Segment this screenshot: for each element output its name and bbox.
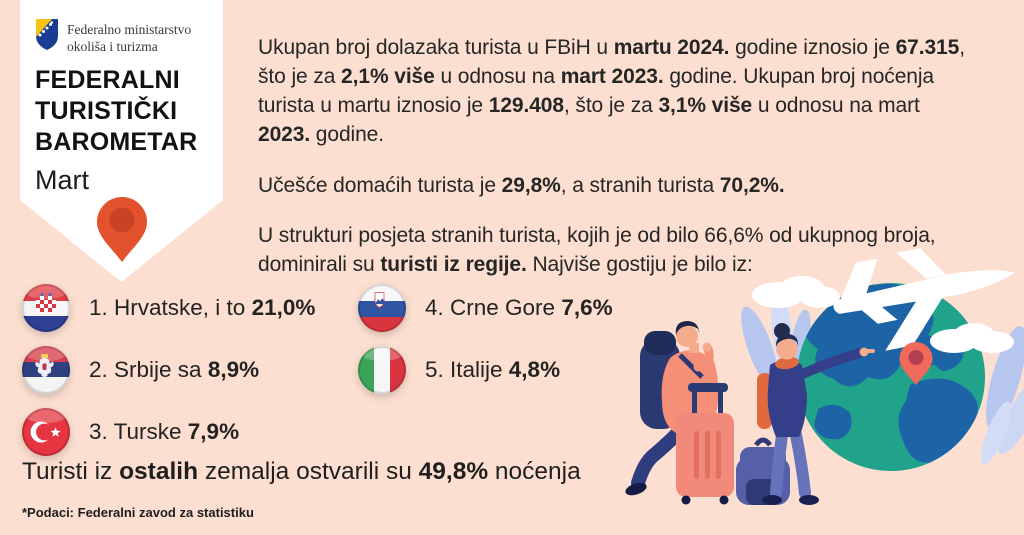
ministry-name-line1: Federalno ministarstvo — [67, 22, 192, 37]
suitcase-icon — [676, 383, 734, 505]
croatia-flag-icon — [22, 284, 70, 332]
intro-paragraph-arrivals: Ukupan broj dolazaka turista u FBiH u ma… — [258, 36, 965, 146]
paragraph-share-domestic-foreign: Učešće domaćih turista je 29,8%, a stran… — [258, 174, 785, 197]
ranking-label: 1. Hrvatske, i to 21,0% — [89, 295, 316, 320]
male-traveler — [625, 321, 719, 496]
ministry-name: Federalno ministarstvo okoliša i turizma — [67, 18, 191, 55]
crne-gore-flag-icon — [358, 284, 406, 332]
serbia-flag-icon — [22, 346, 70, 394]
ranking-label: 2. Srbije sa 8,9% — [89, 357, 260, 382]
ministry-name-line2: okoliša i turizma — [67, 38, 158, 54]
map-pin-icon — [96, 196, 147, 262]
month-label: Mart — [35, 165, 89, 195]
title-ribbon: Federalno ministarstvo okoliša i turizma… — [20, 0, 223, 282]
others-nights-line: Turisti iz ostalih zemalja ostvarili su … — [22, 458, 581, 485]
travelers-globe-illustration — [625, 248, 1024, 505]
globe-icon — [797, 283, 985, 471]
cloud-left-icon — [752, 276, 840, 308]
ranking-label: 4. Crne Gore 7,6% — [425, 295, 613, 320]
fbih-coat-of-arms-logo — [36, 19, 58, 50]
airplane-icon — [833, 248, 1015, 351]
ministry-header: Federalno ministarstvo okoliša i turizma — [20, 0, 223, 55]
page-title-line3: BAROMETAR — [35, 128, 198, 156]
page-title-line1: FEDERALNI — [35, 66, 180, 94]
ranking-item-italije: 5. Italije 4,8% — [358, 345, 560, 395]
paragraph-foreign-structure: U strukturi posjeta stranih turista, koj… — [258, 224, 936, 276]
page-title-line2: TURISTIČKI — [35, 97, 178, 125]
turkey-flag-icon — [22, 408, 70, 456]
data-source-note: *Podaci: Federalni zavod za statistiku — [22, 505, 254, 520]
ranking-label: 5. Italije 4,8% — [425, 357, 561, 382]
page-title: FEDERALNI TURISTIČKI BAROMETAR — [20, 55, 223, 158]
ranking-item-hrvatske: 1. Hrvatske, i to 21,0% — [22, 283, 315, 333]
ranking-label: 3. Turske 7,9% — [89, 419, 240, 444]
female-traveler — [757, 323, 875, 505]
cloud-right-icon — [930, 323, 1014, 353]
ranking-item-srbije: 2. Srbije sa 8,9% — [22, 345, 259, 395]
italy-flag-icon — [358, 346, 406, 394]
ranking-item-crne-gore: 4. Crne Gore 7,6% — [358, 283, 613, 333]
globe-map-pin-icon — [899, 342, 933, 385]
leaves-right-icon — [980, 325, 1024, 465]
ranking-item-turske: 3. Turske 7,9% — [22, 407, 239, 457]
